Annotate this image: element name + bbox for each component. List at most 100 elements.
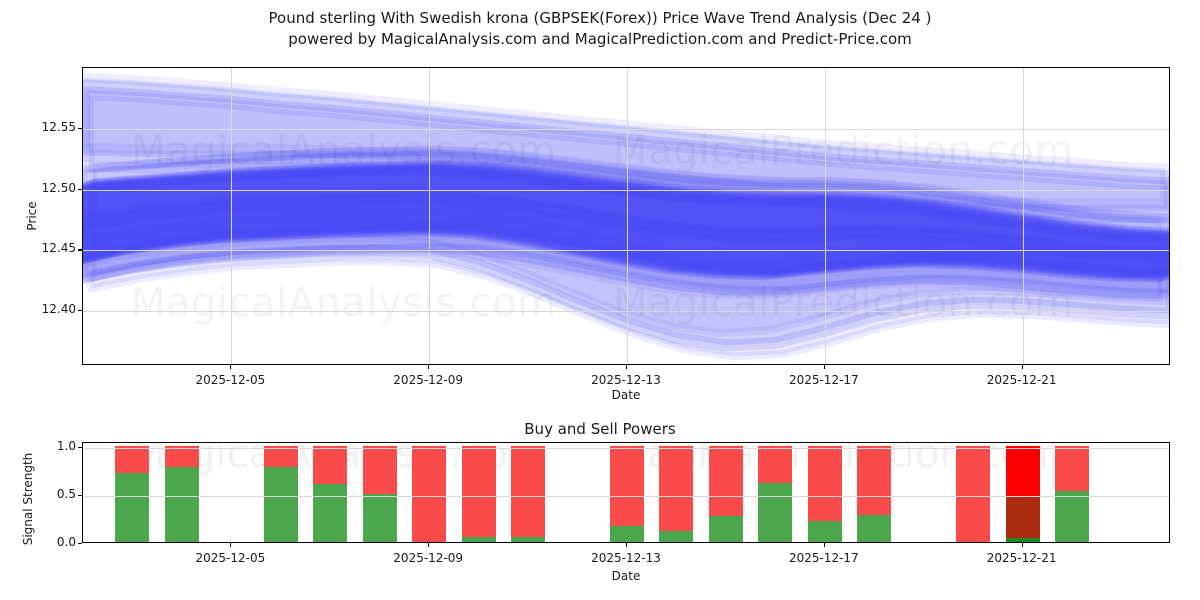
- sell-power-segment: [709, 446, 743, 516]
- sell-power-segment: [659, 446, 693, 532]
- signal-y-tick-mark: [78, 543, 82, 544]
- signal-bar[interactable]: [412, 446, 446, 542]
- price-gridline-vertical: [1023, 68, 1024, 364]
- buy-sell-x-axis-label: Date: [82, 569, 1170, 583]
- signal-bar[interactable]: [1006, 446, 1040, 542]
- price-x-tick-label: 2025-12-13: [566, 373, 686, 387]
- sell-power-segment: [511, 446, 545, 537]
- signal-bar[interactable]: [610, 446, 644, 542]
- sell-power-segment: [857, 446, 891, 515]
- price-gridline-vertical: [429, 68, 430, 364]
- sell-power-segment: [165, 446, 199, 467]
- sell-power-segment: [363, 446, 397, 494]
- signal-y-tick-label: 0.0: [20, 535, 76, 549]
- signal-bar[interactable]: [659, 446, 693, 542]
- signal-x-tick-label: 2025-12-21: [962, 551, 1082, 565]
- sell-power-segment: [115, 446, 149, 473]
- signal-gridline: [83, 448, 1169, 449]
- price-y-tick-mark: [78, 249, 82, 250]
- price-wave-chart: MagicalAnalysis.com MagicalPrediction.co…: [82, 67, 1170, 365]
- price-gridline-vertical: [825, 68, 826, 364]
- signal-x-tick-label: 2025-12-05: [170, 551, 290, 565]
- price-gridline: [83, 250, 1169, 251]
- price-y-tick-mark: [78, 128, 82, 129]
- buy-power-segment: [709, 516, 743, 542]
- price-y-tick-label: 12.50: [16, 181, 76, 195]
- signal-y-tick-mark: [78, 495, 82, 496]
- price-y-tick-mark: [78, 310, 82, 311]
- price-x-tick-label: 2025-12-21: [962, 373, 1082, 387]
- buy-power-segment: [462, 537, 496, 542]
- signal-x-tick-label: 2025-12-09: [368, 551, 488, 565]
- price-y-tick-mark: [78, 189, 82, 190]
- price-gridline-vertical: [627, 68, 628, 364]
- signal-bar[interactable]: [165, 446, 199, 542]
- price-x-tick-label: 2025-12-05: [170, 373, 290, 387]
- price-x-tick-mark: [824, 365, 825, 369]
- signal-x-tick-mark: [824, 543, 825, 547]
- sell-power-segment: [610, 446, 644, 526]
- buy-power-segment: [857, 515, 891, 542]
- highlight-sell-segment: [1006, 446, 1040, 497]
- buy-power-segment: [264, 467, 298, 542]
- signal-bar[interactable]: [956, 446, 990, 542]
- highlight-mid-segment: [1006, 497, 1040, 538]
- price-y-tick-label: 12.45: [16, 241, 76, 255]
- signal-x-tick-mark: [1022, 543, 1023, 547]
- signal-y-tick-label: 0.5: [20, 487, 76, 501]
- highlight-buy-segment: [1006, 538, 1040, 542]
- signal-bar[interactable]: [857, 446, 891, 542]
- buy-power-segment: [659, 531, 693, 542]
- buy-power-segment: [808, 521, 842, 542]
- signal-bar[interactable]: [758, 446, 792, 542]
- price-gridline-vertical: [231, 68, 232, 364]
- price-x-tick-mark: [626, 365, 627, 369]
- signal-x-tick-label: 2025-12-17: [764, 551, 884, 565]
- page-title: Pound sterling With Swedish krona (GBPSE…: [0, 8, 1200, 50]
- price-y-tick-label: 12.55: [16, 120, 76, 134]
- buy-power-segment: [165, 467, 199, 542]
- buy-power-segment: [115, 473, 149, 542]
- buy-sell-title: Buy and Sell Powers: [0, 420, 1200, 438]
- signal-bar[interactable]: [313, 446, 347, 542]
- signal-bar[interactable]: [264, 446, 298, 542]
- signal-gridline: [83, 496, 1169, 497]
- signal-y-tick-label: 1.0: [20, 439, 76, 453]
- buy-power-segment: [313, 484, 347, 542]
- signal-bar[interactable]: [363, 446, 397, 542]
- title-line-1: Pound sterling With Swedish krona (GBPSE…: [0, 8, 1200, 29]
- buy-sell-powers-chart: MagicalAnalysis.com MagicalPrediction.co…: [82, 442, 1170, 543]
- sell-power-segment: [956, 446, 990, 542]
- signal-bar[interactable]: [808, 446, 842, 542]
- price-y-tick-label: 12.40: [16, 302, 76, 316]
- signal-bar[interactable]: [709, 446, 743, 542]
- price-x-tick-mark: [1022, 365, 1023, 369]
- signal-bar[interactable]: [462, 446, 496, 542]
- signal-y-tick-mark: [78, 447, 82, 448]
- price-x-tick-label: 2025-12-17: [764, 373, 884, 387]
- signal-x-tick-mark: [626, 543, 627, 547]
- signal-x-tick-mark: [428, 543, 429, 547]
- price-gridline: [83, 129, 1169, 130]
- sell-power-segment: [808, 446, 842, 521]
- buy-power-segment: [363, 494, 397, 542]
- buy-power-segment: [610, 526, 644, 542]
- buy-power-segment: [758, 483, 792, 542]
- price-x-tick-mark: [428, 365, 429, 369]
- signal-bar[interactable]: [1055, 446, 1089, 542]
- buy-power-segment: [511, 537, 545, 542]
- sell-power-segment: [758, 446, 792, 484]
- signal-bar[interactable]: [511, 446, 545, 542]
- price-x-tick-label: 2025-12-09: [368, 373, 488, 387]
- buy-power-segment: [1055, 491, 1089, 542]
- sell-power-segment: [313, 446, 347, 484]
- title-line-2: powered by MagicalAnalysis.com and Magic…: [0, 29, 1200, 50]
- signal-x-tick-mark: [230, 543, 231, 547]
- price-gridline: [83, 311, 1169, 312]
- signal-bar[interactable]: [115, 446, 149, 542]
- sell-power-segment: [412, 446, 446, 542]
- signal-x-tick-label: 2025-12-13: [566, 551, 686, 565]
- price-x-tick-mark: [230, 365, 231, 369]
- sell-power-segment: [462, 446, 496, 537]
- price-gridline: [83, 190, 1169, 191]
